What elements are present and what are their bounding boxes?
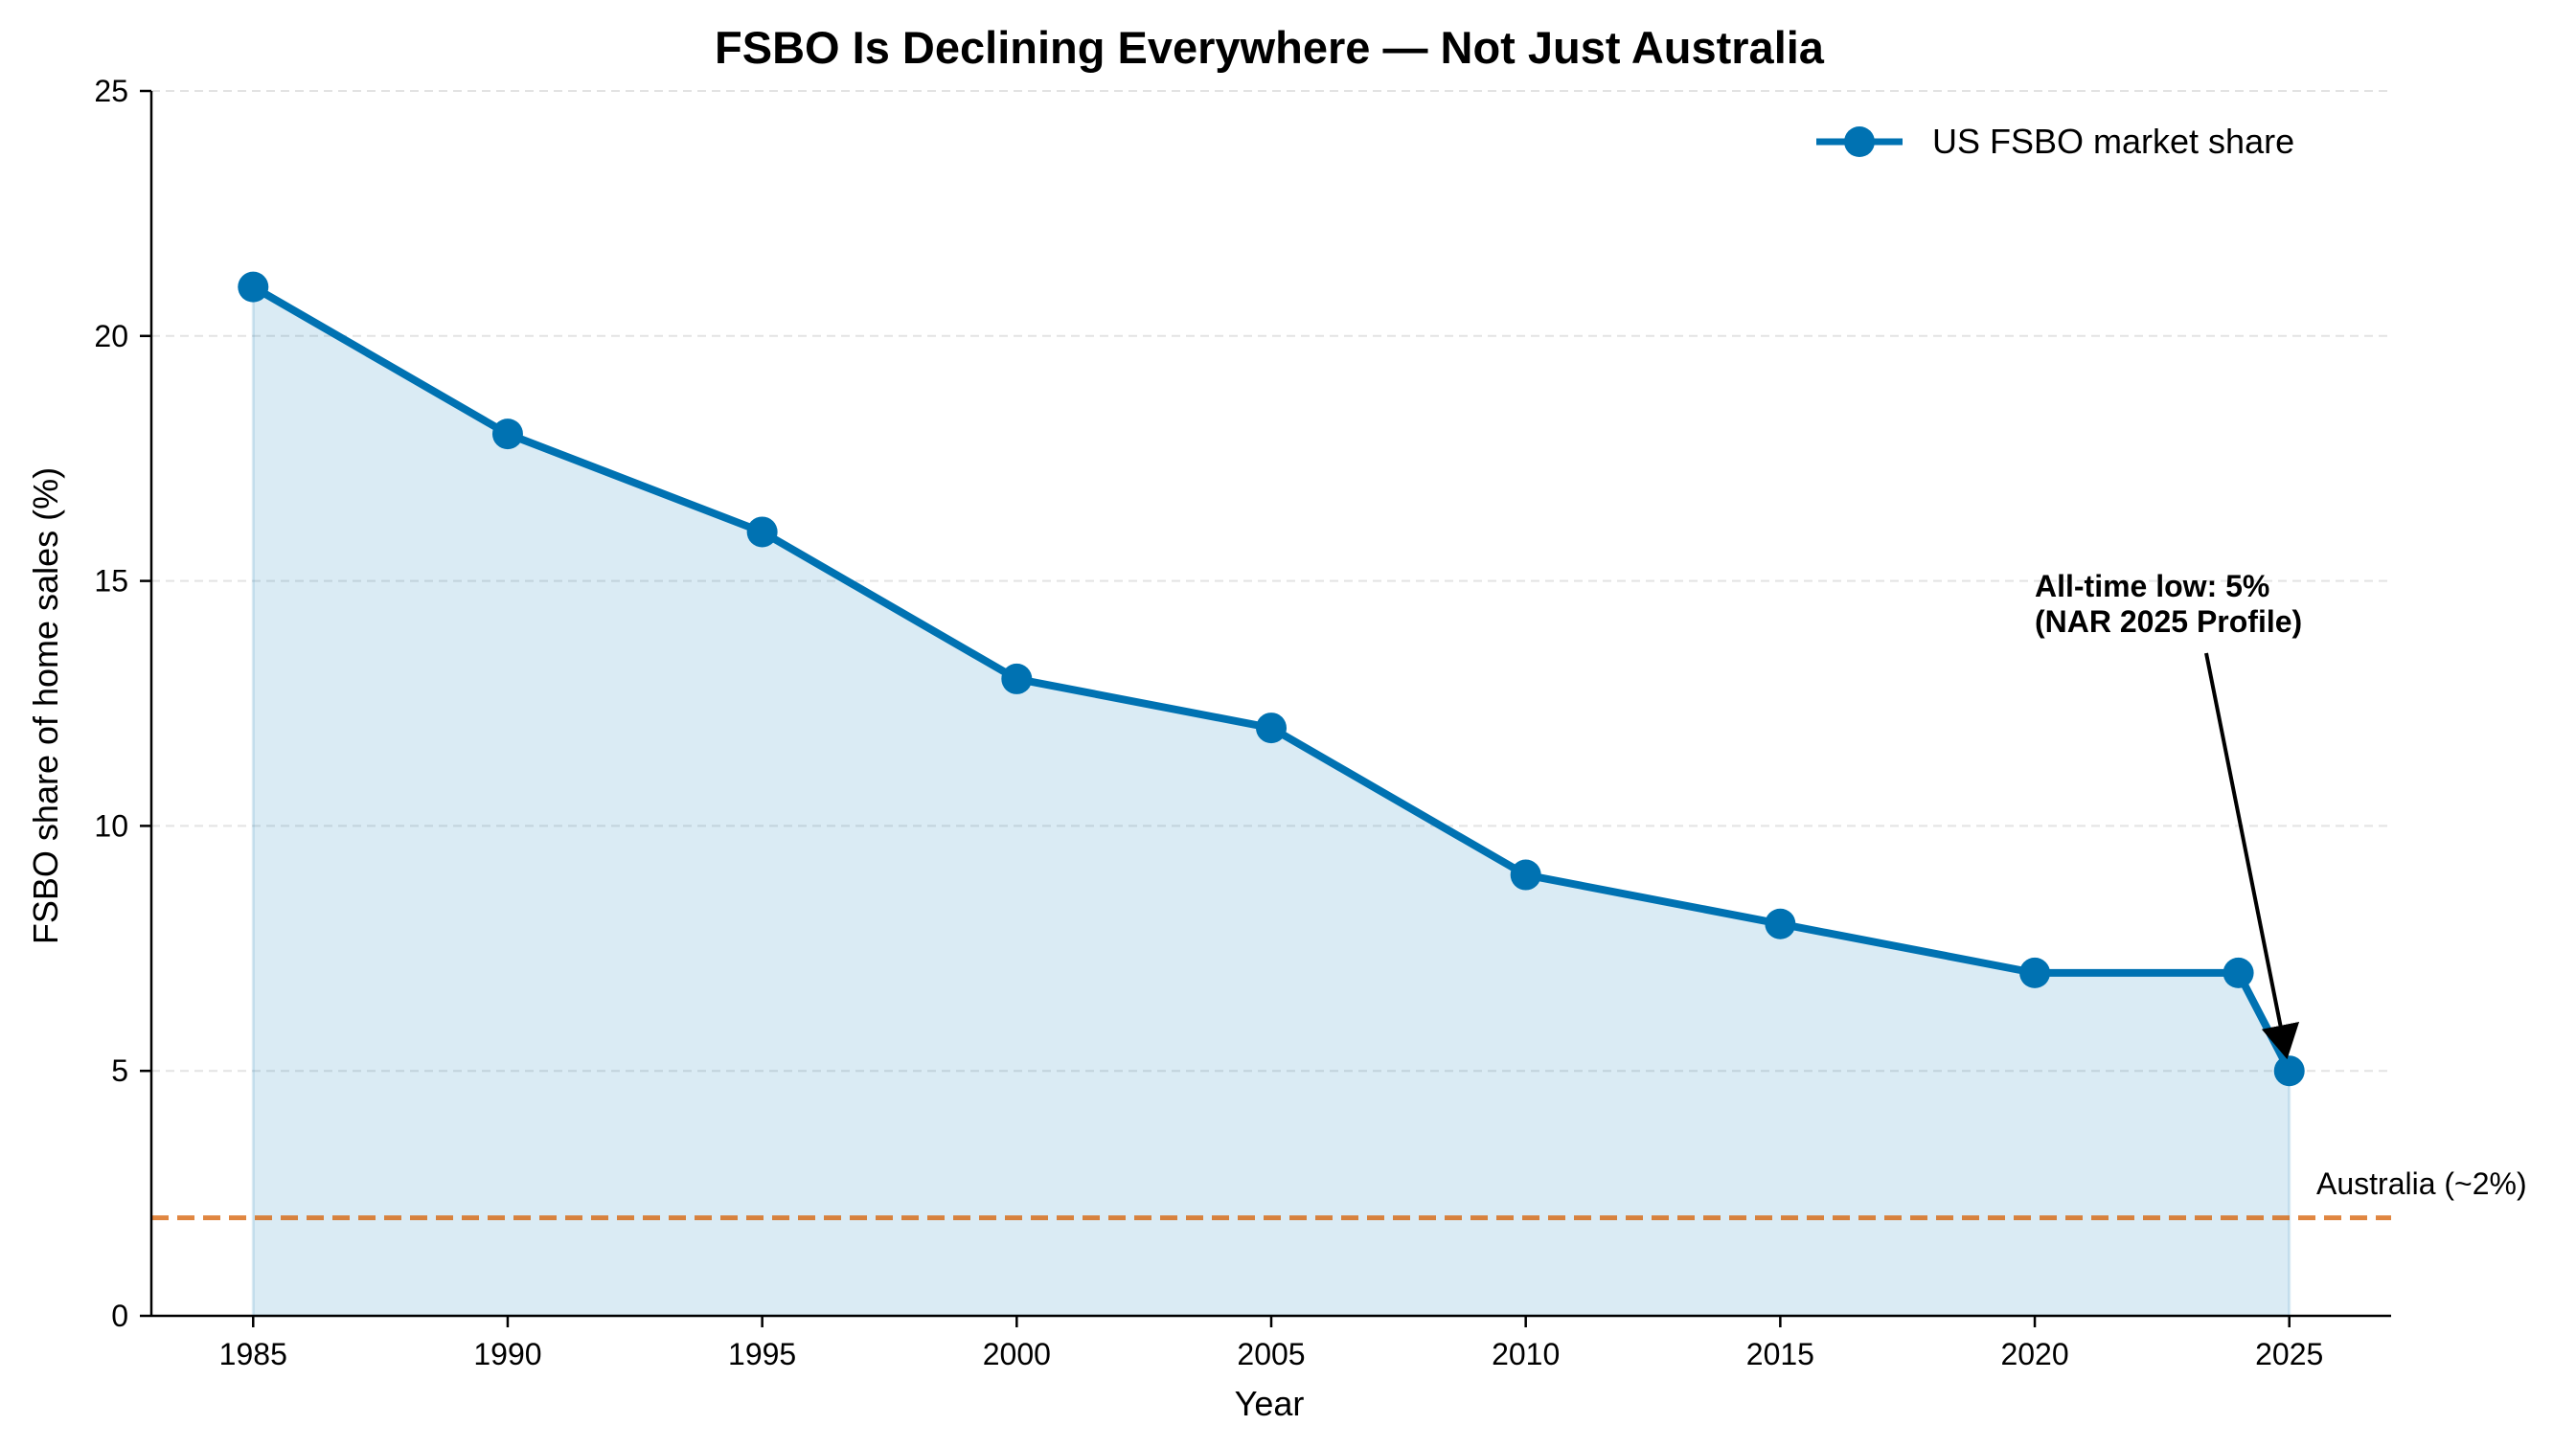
data-point-1985: [238, 271, 269, 303]
x-axis-label: Year: [1235, 1384, 1305, 1423]
data-point-2025: [2273, 1055, 2305, 1087]
x-tick-label-2020: 2020: [2000, 1337, 2068, 1371]
data-point-2010: [1510, 859, 1541, 891]
x-tick-label-2005: 2005: [1237, 1337, 1305, 1371]
tick-labels: 1985 1990 1995 2000 2005 2010 2015 2020 20250510…: [94, 74, 2323, 1371]
chart-title: FSBO Is Declining Everywhere — Not Just …: [715, 22, 1825, 73]
data-point-1990: [491, 419, 523, 450]
y-tick-label-10: 10: [94, 808, 128, 843]
data-point-1995: [746, 516, 778, 548]
y-tick-label-15: 15: [94, 564, 128, 599]
x-tick-label-2000: 2000: [983, 1337, 1051, 1371]
legend: US FSBO market share: [1816, 122, 2294, 161]
data-point-2000: [1001, 663, 1033, 694]
y-tick-label-0: 0: [111, 1299, 128, 1333]
annotation-line-1: All-time low: 5%: [2035, 569, 2269, 603]
area-fill-layer: [251, 284, 2291, 1318]
data-point-2005: [1256, 713, 1287, 744]
series-layer: [238, 271, 2305, 1087]
data-point-2020: [2019, 957, 2051, 988]
y-tick-label-5: 5: [111, 1053, 128, 1088]
y-axis-label: FSBO share of home sales (%): [26, 467, 65, 944]
series-line: [249, 283, 2293, 1075]
axes: [140, 89, 2391, 1327]
x-tick-label-1995: 1995: [728, 1337, 796, 1371]
data-point-2015: [1765, 908, 1796, 939]
x-tick-label-1985: 1985: [219, 1337, 287, 1371]
data-point-2024: [2223, 957, 2254, 988]
x-tick-label-1990: 1990: [473, 1337, 541, 1371]
y-tick-label-25: 25: [94, 74, 128, 108]
annotation-line-2: (NAR 2025 Profile): [2035, 604, 2302, 639]
area-fill: [251, 284, 2291, 1318]
annotation-arrow: [2204, 652, 2300, 1060]
x-tick-label-2015: 2015: [1746, 1337, 1814, 1371]
y-tick-label-20: 20: [94, 319, 128, 353]
annotation: All-time low: 5% (NAR 2025 Profile): [2035, 569, 2302, 1060]
x-tick-label-2025: 2025: [2255, 1337, 2323, 1371]
x-tick-label-2010: 2010: [1492, 1337, 1560, 1371]
legend-marker-swatch: [1844, 126, 1875, 157]
legend-label: US FSBO market share: [1932, 122, 2294, 161]
reference-line-label: Australia (~2%): [2316, 1166, 2527, 1201]
